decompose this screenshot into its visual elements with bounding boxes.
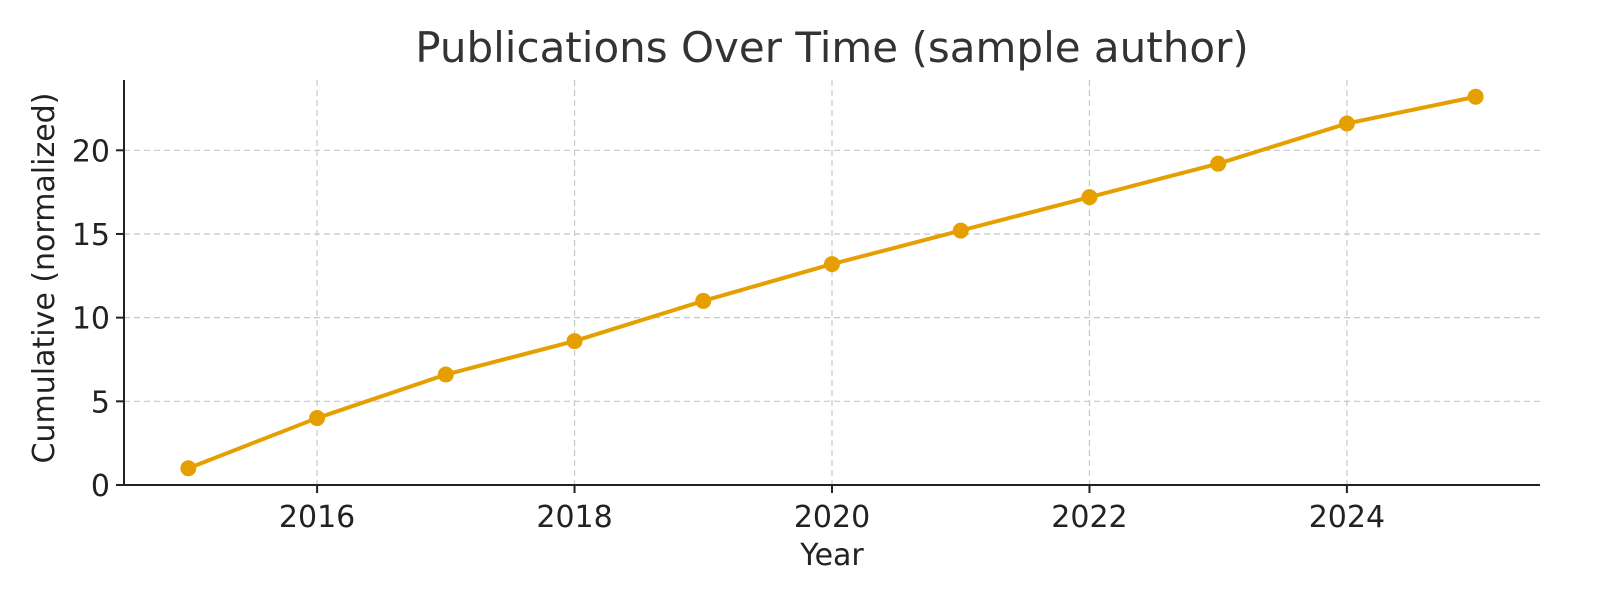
y-tick-label: 0 [91,469,110,504]
data-point [309,410,326,427]
data-point [566,333,583,350]
y-tick-label: 20 [72,134,110,169]
x-tick-label: 2018 [536,500,612,535]
y-ticks: 0 5 10 15 20 [72,134,124,504]
data-point [824,256,840,273]
data-point [952,222,969,239]
grid [124,80,1540,485]
x-axis-label: Year [799,538,864,573]
x-ticks: 2016 2018 2020 2022 2024 [279,485,1385,535]
data-point [1210,155,1227,172]
x-tick-label: 2024 [1309,500,1385,535]
y-axis-label: Cumulative (normalized) [27,93,62,464]
data-point [695,292,712,309]
data-point [1081,189,1098,206]
chart-title: Publications Over Time (sample author) [415,23,1248,72]
data-point [180,460,197,477]
data-point [1467,88,1484,105]
x-tick-label: 2020 [794,500,870,535]
y-tick-label: 10 [72,302,110,337]
x-tick-label: 2016 [279,500,355,535]
y-tick-label: 15 [72,218,110,253]
data-point [437,366,454,383]
data-point [1338,115,1355,132]
y-tick-label: 5 [91,385,110,420]
x-tick-label: 2022 [1051,500,1127,535]
series [180,88,1484,477]
